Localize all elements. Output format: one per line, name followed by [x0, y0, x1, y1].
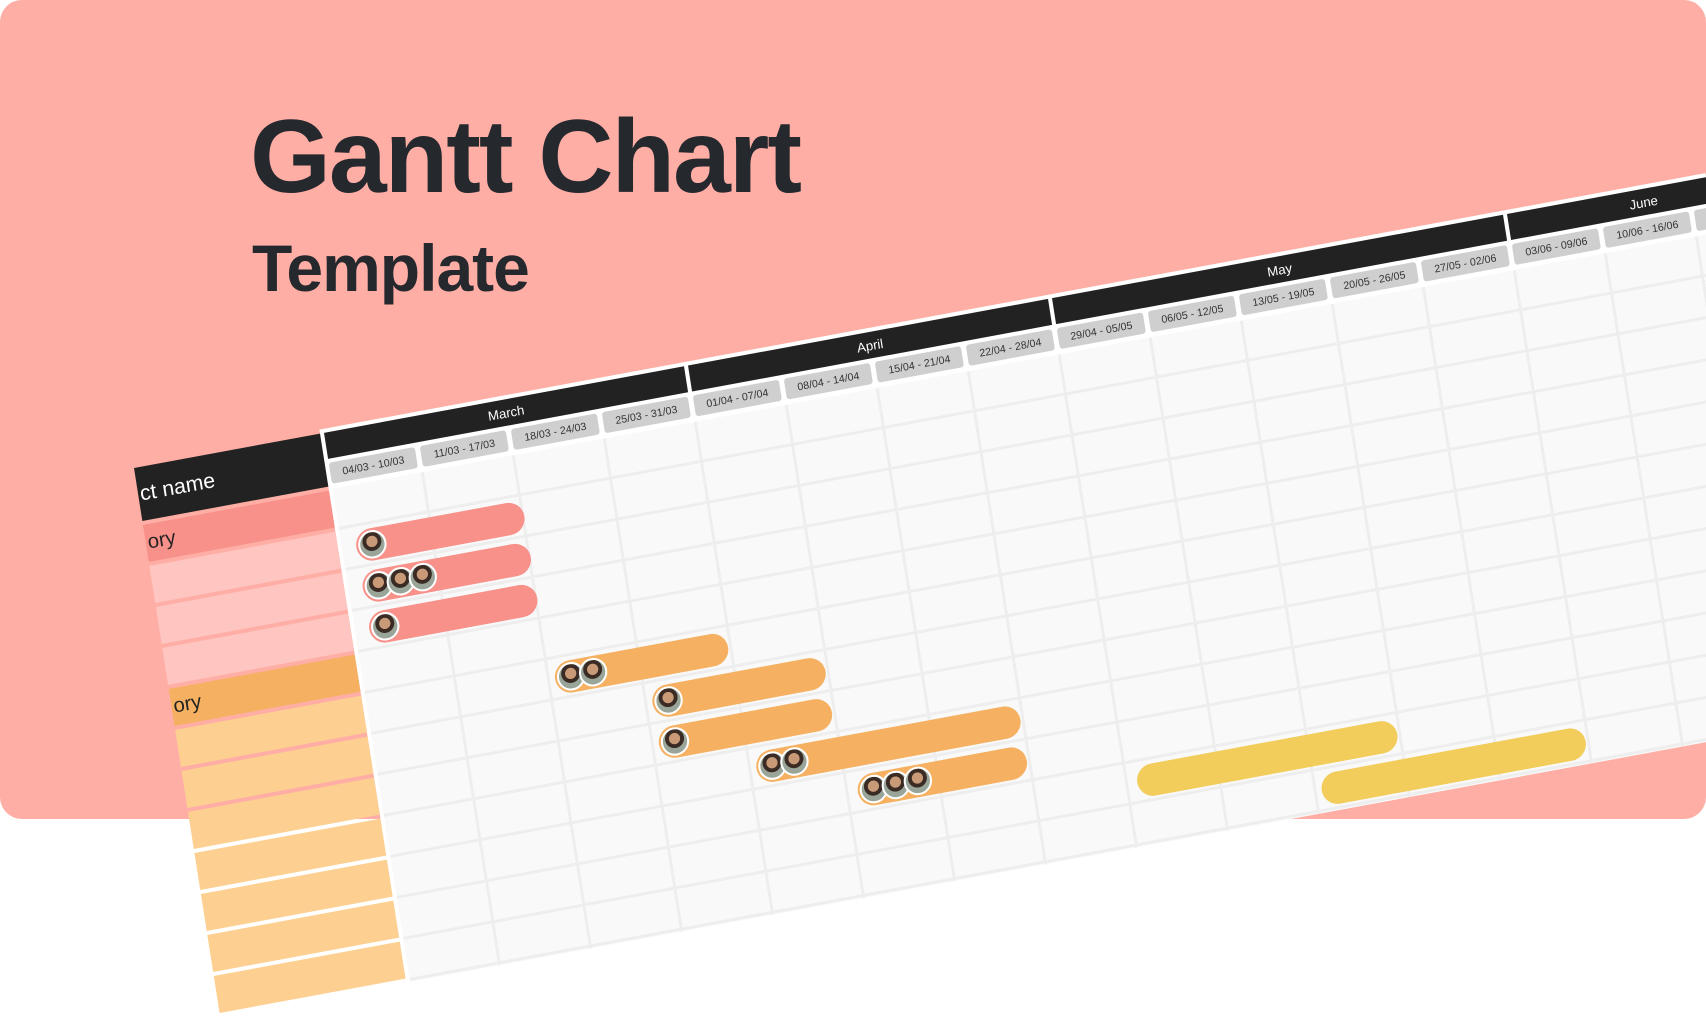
- page-subtitle: Template: [252, 231, 530, 305]
- avatar: [658, 724, 691, 759]
- avatar: [355, 527, 389, 561]
- avatar: [368, 609, 402, 643]
- page-title: Gantt Chart: [250, 99, 802, 215]
- avatar: [651, 683, 685, 718]
